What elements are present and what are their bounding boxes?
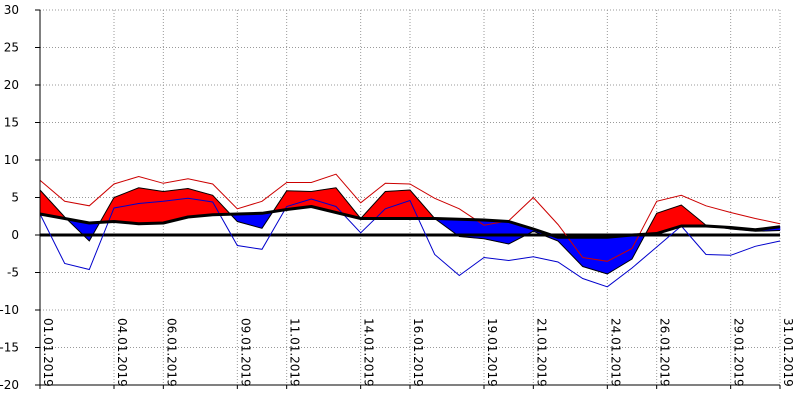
y-tick-label: 0 — [11, 228, 19, 242]
y-tick-label: 5 — [11, 191, 19, 205]
series-lines — [39, 173, 781, 288]
y-tick-label: 25 — [4, 41, 19, 55]
x-tick-label: 11.01.2019 — [288, 318, 302, 387]
y-tick-label: -15 — [0, 341, 19, 355]
y-tick-label: -5 — [7, 266, 19, 280]
below-norm-area — [483, 219, 509, 245]
max-temperature-line — [39, 173, 781, 262]
y-tick-label: 15 — [4, 116, 19, 130]
x-tick-label: 04.01.2019 — [115, 318, 129, 387]
above-norm-area — [138, 187, 164, 224]
above-norm-area — [187, 188, 213, 218]
x-tick-label: 31.01.2019 — [781, 318, 795, 387]
y-tick-label: 20 — [4, 78, 19, 92]
min-temperature-line — [39, 197, 781, 288]
x-tick-label: 14.01.2019 — [362, 318, 376, 387]
x-tick-label: 21.01.2019 — [534, 318, 548, 387]
observed-temperature-line — [39, 187, 781, 275]
x-tick-label: 24.01.2019 — [608, 318, 622, 387]
y-tick-label: -10 — [0, 303, 19, 317]
norm-temperature-line — [39, 205, 781, 239]
x-tick-label: 19.01.2019 — [485, 318, 499, 387]
x-tick-label: 01.01.2019 — [41, 318, 55, 387]
x-tick-label: 26.01.2019 — [658, 318, 672, 387]
y-tick-label: 10 — [4, 153, 19, 167]
axes — [35, 9, 781, 389]
x-tick-label: 16.01.2019 — [411, 318, 425, 387]
x-tick-label: 29.01.2019 — [732, 318, 746, 387]
below-norm-area — [237, 213, 263, 229]
y-tick-label: 30 — [4, 3, 19, 17]
y-tick-label: -20 — [0, 378, 19, 392]
x-tick-label: 06.01.2019 — [164, 318, 178, 387]
x-tick-label: 09.01.2019 — [238, 318, 252, 387]
below-norm-area — [582, 237, 608, 275]
tick-labels: 30 25 20 15 10 5 0 -5 -10 -15 -20 01.01.2019 04.01.2… — [0, 3, 795, 392]
